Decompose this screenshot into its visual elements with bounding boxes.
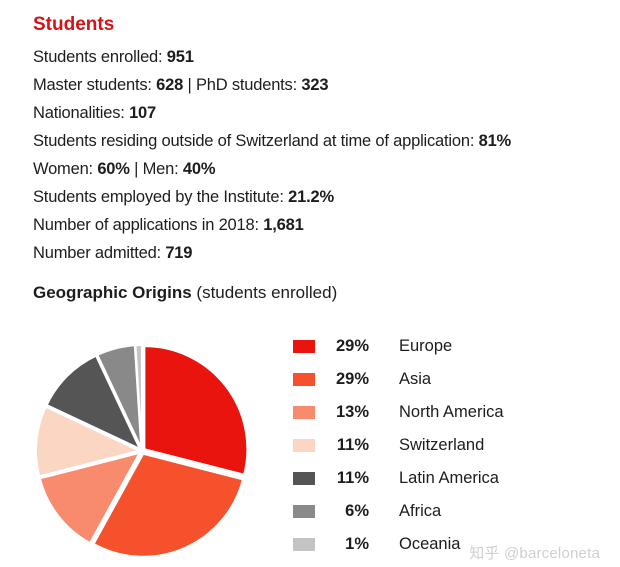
legend-row-oceania: 1% Oceania — [293, 528, 593, 561]
section-heading-normal: (students enrolled) — [191, 283, 338, 302]
pie-slice-europe — [143, 345, 249, 476]
stats-lines: Students enrolled: 951 Master students: 6… — [33, 43, 608, 267]
watermark: 知乎 @barceloneta — [469, 545, 600, 562]
legend-swatch — [293, 340, 315, 353]
legend-row-latin-america: 11% Latin America — [293, 462, 593, 495]
legend-percent: 11% — [336, 436, 369, 454]
legend-swatch — [293, 373, 315, 386]
legend-swatch — [293, 406, 315, 419]
legend-percent: 13% — [335, 403, 369, 421]
legend-row-africa: 6% Africa — [293, 495, 593, 528]
stats-block: Students Students enrolled: 951 Master st… — [33, 12, 608, 305]
legend-percent: 1% — [345, 535, 369, 553]
legend-label: North America — [399, 403, 504, 421]
legend-percent: 29% — [335, 337, 369, 355]
stat-line: Women: 60% | Men: 40% — [33, 160, 216, 178]
legend-swatch — [293, 472, 315, 485]
legend-swatch — [293, 439, 315, 452]
stat-line: Master students: 628 | PhD students: 323 — [33, 76, 329, 94]
legend-row-switzerland: 11% Switzerland — [293, 429, 593, 462]
legend-label: Europe — [399, 337, 453, 355]
legend-percent: 29% — [335, 370, 369, 388]
pie-slice-north-america — [38, 451, 142, 545]
pie-slice-latin-america — [45, 354, 142, 451]
pie-chart — [35, 344, 249, 558]
section-heading-bold: Geographic Origins — [33, 283, 192, 302]
legend-label: Switzerland — [399, 436, 485, 454]
pie-chart-container — [26, 332, 258, 566]
pie-slice-asia — [92, 452, 245, 558]
legend-percent: 6% — [345, 502, 369, 520]
legend-row-asia: 29% Asia — [293, 363, 593, 396]
legend-label: Africa — [399, 502, 442, 520]
legend-label: Latin America — [399, 469, 499, 487]
legend-row-europe: 29% Europe — [293, 330, 593, 363]
stat-line: Students residing outside of Switzerland… — [33, 132, 512, 150]
stat-line: Students employed by the Institute: 21.2… — [33, 188, 334, 206]
stat-line: Number of applications in 2018: 1,681 — [33, 216, 304, 234]
page-title: Students — [33, 14, 115, 35]
stat-line: Students enrolled: 951 — [33, 48, 194, 66]
pie-slice-oceania — [134, 344, 143, 449]
legend-swatch — [293, 538, 315, 551]
stat-line: Number admitted: 719 — [33, 244, 193, 262]
section-heading: Geographic Origins (students enrolled) — [33, 281, 608, 305]
legend-swatch — [293, 505, 315, 518]
legend: 29% Europe 29% Asia 13% North America 11% Switz… — [293, 330, 593, 561]
legend-row-north-america: 13% North America — [293, 396, 593, 429]
legend-label: Asia — [399, 370, 432, 388]
legend-label: Oceania — [399, 535, 461, 553]
stat-line: Nationalities: 107 — [33, 104, 156, 122]
legend-percent: 11% — [336, 469, 369, 487]
pie-slice-switzerland — [35, 405, 142, 478]
